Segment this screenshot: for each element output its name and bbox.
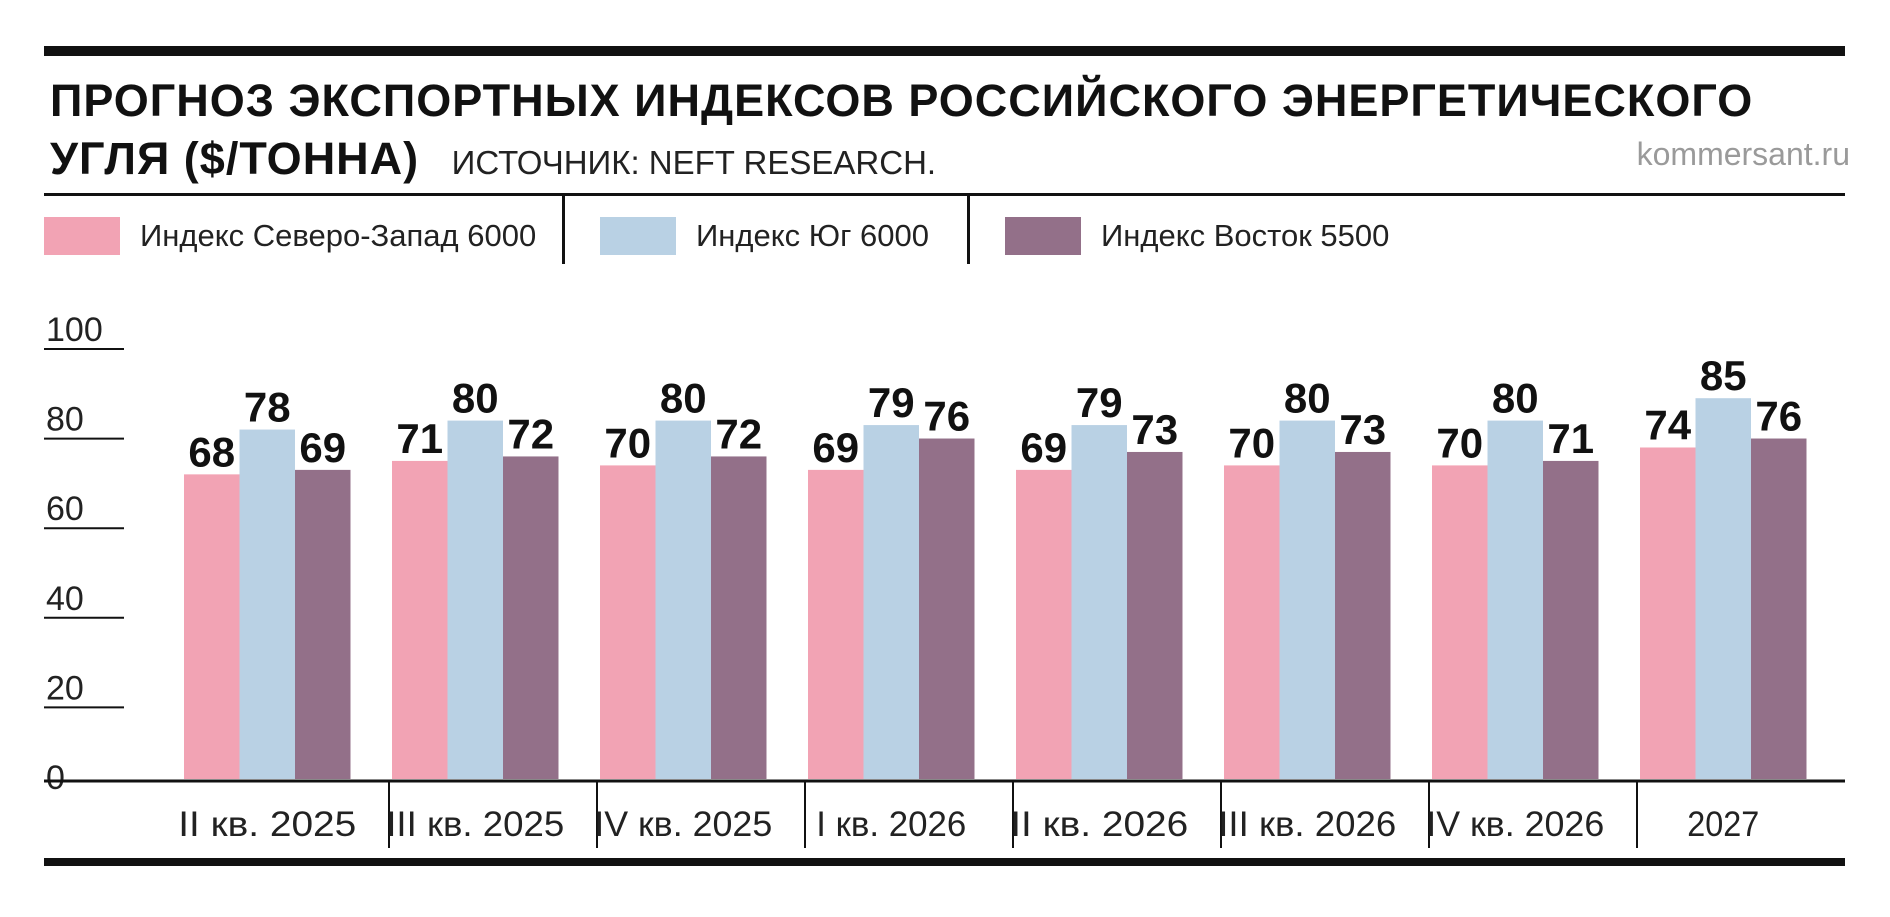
legend-label-east: Индекс Восток 5500: [1101, 218, 1390, 253]
bar: [184, 474, 240, 779]
bar: [1224, 465, 1280, 779]
data-label: 72: [507, 410, 554, 457]
site-link[interactable]: kommersant.ru: [1636, 136, 1850, 172]
data-label: 73: [1339, 406, 1386, 453]
data-label: 76: [923, 393, 970, 440]
x-tick-label: II кв. 2026: [1010, 805, 1188, 844]
source-text: ИСТОЧНИК: NEFT RESEARCH.: [451, 144, 937, 181]
chart-title-line2: УГЛЯ ($/ТОННА): [50, 133, 420, 184]
y-tick-label: 80: [46, 401, 84, 439]
bar: [1016, 469, 1072, 779]
data-label: 68: [188, 428, 235, 475]
data-label: 72: [715, 410, 762, 457]
bar: [1127, 451, 1183, 779]
x-tick-label: III кв. 2026: [1218, 805, 1396, 844]
legend-swatch-northwest: [44, 217, 120, 255]
chart-title: ПРОГНОЗ ЭКСПОРТНЫХ ИНДЕКСОВ РОССИЙСКОГО …: [50, 75, 1754, 126]
bar: [1543, 460, 1599, 779]
y-tick-label: 60: [46, 490, 84, 528]
data-label: 69: [299, 424, 346, 471]
bar: [1487, 420, 1543, 779]
top-rule: [44, 46, 1845, 56]
data-label: 73: [1131, 406, 1178, 453]
x-tick-label: IV кв. 2025: [594, 805, 772, 844]
y-tick-label: 40: [46, 580, 84, 618]
data-label: 69: [812, 424, 859, 471]
data-label: 70: [1436, 419, 1483, 466]
data-label: 79: [868, 379, 915, 426]
data-label: 85: [1700, 352, 1747, 399]
data-label: 76: [1755, 393, 1802, 440]
bar: [1279, 420, 1335, 779]
bar: [1751, 438, 1807, 779]
bar: [1695, 398, 1751, 779]
data-label: 70: [604, 419, 651, 466]
subtitle-line: УГЛЯ ($/ТОННА) ИСТОЧНИК: NEFT RESEARCH.: [50, 130, 936, 188]
legend-item-east: Индекс Восток 5500: [1005, 212, 1389, 260]
data-label: 80: [452, 375, 499, 422]
bottom-rule: [44, 858, 1845, 866]
bar: [655, 420, 711, 779]
x-tick-label: 2027: [1687, 805, 1759, 844]
legend-item-south: Индекс Юг 6000: [600, 212, 929, 260]
x-tick-label: III кв. 2025: [386, 805, 564, 844]
y-tick-label: 0: [46, 759, 65, 797]
bar: [600, 465, 656, 779]
x-tick-label: II кв. 2025: [178, 805, 356, 844]
legend-divider: [562, 196, 565, 264]
legend-item-northwest: Индекс Северо-Запад 6000: [44, 212, 536, 260]
bar: [863, 425, 919, 779]
data-label: 79: [1076, 379, 1123, 426]
x-tick-label: I кв. 2026: [816, 805, 966, 844]
y-tick-label: 100: [46, 311, 103, 349]
y-tick-label: 20: [46, 669, 84, 707]
legend-swatch-east: [1005, 217, 1081, 255]
data-label: 71: [1547, 415, 1594, 462]
legend-swatch-south: [600, 217, 676, 255]
legend-divider: [967, 196, 970, 264]
header-rule: [44, 193, 1845, 196]
data-label: 80: [1284, 375, 1331, 422]
data-label: 80: [1492, 375, 1539, 422]
bar: [919, 438, 975, 779]
bar: [295, 469, 351, 779]
bar: [239, 429, 295, 779]
data-label: 69: [1020, 424, 1067, 471]
bar: [447, 420, 503, 779]
bar: [1335, 451, 1391, 779]
bar: [1432, 465, 1488, 779]
data-label: 78: [244, 384, 291, 431]
data-label: 71: [396, 415, 443, 462]
bar: [1071, 425, 1127, 779]
data-label: 80: [660, 375, 707, 422]
data-label: 74: [1644, 401, 1691, 448]
data-label: 70: [1228, 419, 1275, 466]
bar: [808, 469, 864, 779]
bar: [1640, 447, 1696, 779]
legend-label-south: Индекс Юг 6000: [696, 218, 929, 253]
bar: [711, 456, 767, 779]
bar: [392, 460, 448, 779]
bar: [503, 456, 559, 779]
x-tick-label: IV кв. 2026: [1426, 805, 1604, 844]
legend-label-northwest: Индекс Северо-Запад 6000: [140, 218, 537, 253]
